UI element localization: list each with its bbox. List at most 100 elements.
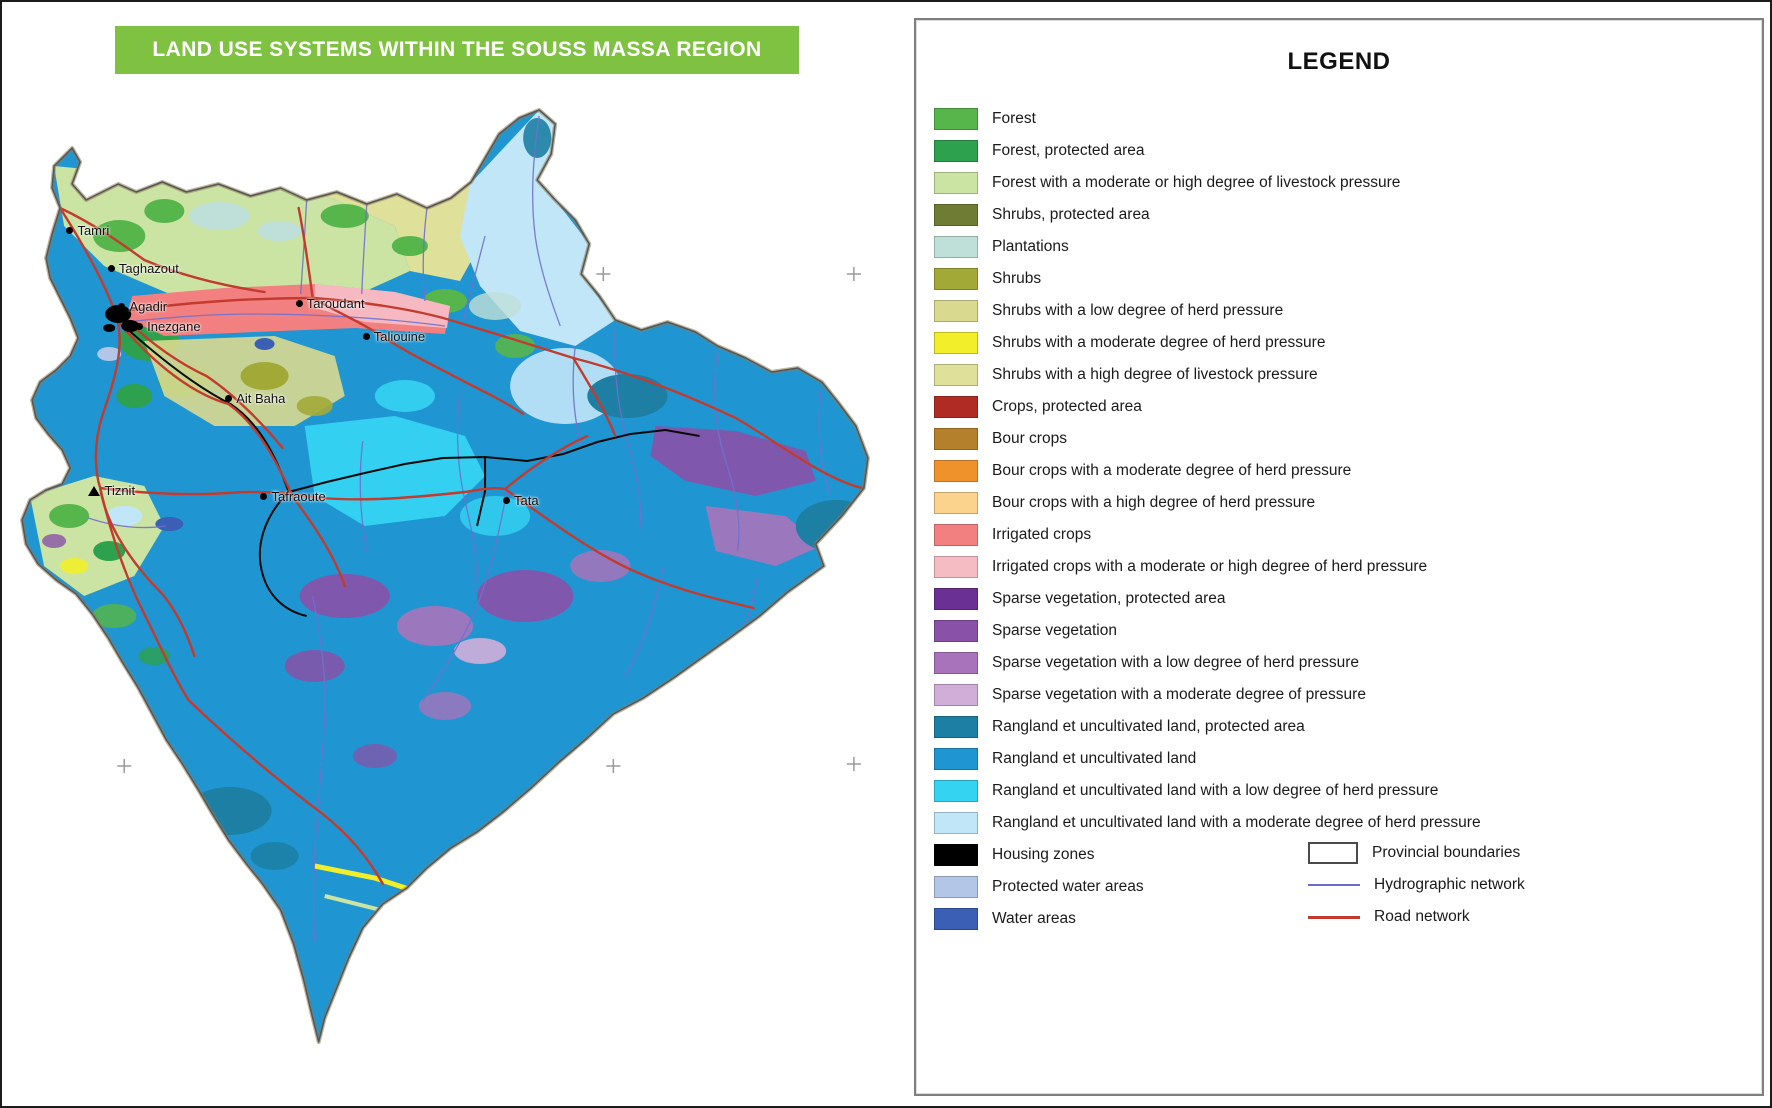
legend-item: Sparse vegetation with a low degree of h… [934, 652, 1481, 674]
legend-item: Sparse vegetation with a moderate degree… [934, 684, 1481, 706]
legend-item: Shrubs with a low degree of herd pressur… [934, 300, 1481, 322]
legend-item-label: Forest [992, 110, 1036, 127]
legend-item: Water areas [934, 908, 1481, 930]
legend-color-swatch [934, 780, 978, 802]
legend-item-label: Sparse vegetation, protected area [992, 590, 1226, 607]
region-outline [21, 109, 869, 1043]
legend-color-swatch [934, 524, 978, 546]
legend-line-items: Provincial boundaries Hydrographic netwo… [1308, 842, 1525, 938]
legend-item: Forest with a moderate or high degree of… [934, 172, 1481, 194]
legend-item-label: Irrigated crops with a moderate or high … [992, 558, 1428, 575]
legend-item: Forest [934, 108, 1481, 130]
legend-item-label: Bour crops with a high degree of herd pr… [992, 494, 1316, 511]
legend-item-label: Rangland et uncultivated land [992, 750, 1197, 767]
legend-color-swatch [934, 460, 978, 482]
legend-title: LEGEND [1287, 48, 1391, 75]
legend-item-road-network: Road network [1308, 906, 1525, 928]
legend-color-swatch [934, 332, 978, 354]
legend-item: Sparse vegetation [934, 620, 1481, 642]
legend-color-swatch [934, 844, 978, 866]
legend-color-swatch [934, 204, 978, 226]
legend-item: Protected water areas [934, 876, 1481, 898]
legend-color-swatch [934, 588, 978, 610]
legend-item: Forest, protected area [934, 140, 1481, 162]
legend-item: Crops, protected area [934, 396, 1481, 418]
legend-item: Bour crops [934, 428, 1481, 450]
legend-item: Rangland et uncultivated land [934, 748, 1481, 770]
legend-item: Sparse vegetation, protected area [934, 588, 1481, 610]
legend-item: Bour crops with a high degree of herd pr… [934, 492, 1481, 514]
legend-item-label: Shrubs, protected area [992, 206, 1150, 223]
road-line-swatch [1308, 915, 1360, 919]
legend-item-label: Sparse vegetation [992, 622, 1117, 639]
legend-item: Irrigated crops [934, 524, 1481, 546]
map-canvas: Tamri Taghazout Agadir Inezgane Taroudant Tal… [14, 96, 896, 1096]
legend-item-label: Crops, protected area [992, 398, 1142, 415]
legend-item-label: Housing zones [992, 846, 1095, 863]
legend-item: Rangland et uncultivated land with a mod… [934, 812, 1481, 834]
housing-zones [103, 305, 140, 332]
legend-item-label: Provincial boundaries [1372, 844, 1521, 861]
legend-color-swatch [934, 108, 978, 130]
legend-item: Rangland et uncultivated land, protected… [934, 716, 1481, 738]
legend-item-label: Sparse vegetation with a moderate degree… [992, 686, 1366, 703]
graticule-marks [117, 267, 861, 773]
legend-color-swatch [934, 908, 978, 930]
legend-item: Housing zones [934, 844, 1481, 866]
road-network [58, 206, 864, 886]
legend-item: Shrubs, protected area [934, 204, 1481, 226]
map-title-banner: LAND USE SYSTEMS WITHIN THE SOUSS MASSA … [115, 26, 799, 74]
legend-color-swatch [934, 748, 978, 770]
legend-item: Plantations [934, 236, 1481, 258]
legend-color-swatch [934, 140, 978, 162]
legend-panel: LEGEND Forest Forest, protected area For… [914, 18, 1764, 1096]
legend-color-swatch [934, 236, 978, 258]
legend-item-label: Shrubs with a moderate degree of herd pr… [992, 334, 1326, 351]
legend-color-swatch [934, 396, 978, 418]
legend-item: Shrubs with a high degree of livestock p… [934, 364, 1481, 386]
legend-item-label: Road network [1374, 908, 1470, 925]
legend-item-label: Shrubs with a high degree of livestock p… [992, 366, 1318, 383]
legend-item-list: Forest Forest, protected area Forest wit… [934, 108, 1481, 940]
map-area: LAND USE SYSTEMS WITHIN THE SOUSS MASSA … [10, 10, 908, 1100]
provincial-boundary-swatch [1308, 842, 1358, 864]
legend-color-swatch [934, 300, 978, 322]
legend-item-label: Forest, protected area [992, 142, 1145, 159]
legend-color-swatch [934, 172, 978, 194]
legend-color-swatch [934, 492, 978, 514]
legend-item: Shrubs [934, 268, 1481, 290]
legend-item-label: Rangland et uncultivated land, protected… [992, 718, 1305, 735]
legend-item-label: Forest with a moderate or high degree of… [992, 174, 1401, 191]
legend-item-label: Irrigated crops [992, 526, 1092, 543]
legend-item: Bour crops with a moderate degree of her… [934, 460, 1481, 482]
legend-color-swatch [934, 876, 978, 898]
legend-item-label: Shrubs [992, 270, 1042, 287]
legend-item-label: Water areas [992, 910, 1076, 927]
legend-item-label: Plantations [992, 238, 1069, 255]
legend-color-swatch [934, 652, 978, 674]
legend-color-swatch [934, 812, 978, 834]
legend-color-swatch [934, 428, 978, 450]
legend-color-swatch [934, 364, 978, 386]
legend-item: Irrigated crops with a moderate or high … [934, 556, 1481, 578]
region-map-svg [20, 108, 870, 1044]
legend-item-label: Shrubs with a low degree of herd pressur… [992, 302, 1284, 319]
legend-color-swatch [934, 684, 978, 706]
legend-item: Shrubs with a moderate degree of herd pr… [934, 332, 1481, 354]
map-title: LAND USE SYSTEMS WITHIN THE SOUSS MASSA … [152, 38, 762, 61]
legend-color-swatch [934, 620, 978, 642]
legend-item-label: Rangland et uncultivated land with a mod… [992, 814, 1481, 831]
legend-item-hydrographic-network: Hydrographic network [1308, 874, 1525, 896]
legend-item-label: Sparse vegetation with a low degree of h… [992, 654, 1360, 671]
legend-color-swatch [934, 716, 978, 738]
legend-color-swatch [934, 556, 978, 578]
legend-item-provincial-boundaries: Provincial boundaries [1308, 842, 1525, 864]
legend-item-label: Bour crops [992, 430, 1067, 447]
legend-color-swatch [934, 268, 978, 290]
legend-item-label: Hydrographic network [1374, 876, 1525, 893]
legend-item-label: Rangland et uncultivated land with a low… [992, 782, 1439, 799]
legend-item: Rangland et uncultivated land with a low… [934, 780, 1481, 802]
legend-item-label: Bour crops with a moderate degree of her… [992, 462, 1352, 479]
legend-item-label: Protected water areas [992, 878, 1144, 895]
